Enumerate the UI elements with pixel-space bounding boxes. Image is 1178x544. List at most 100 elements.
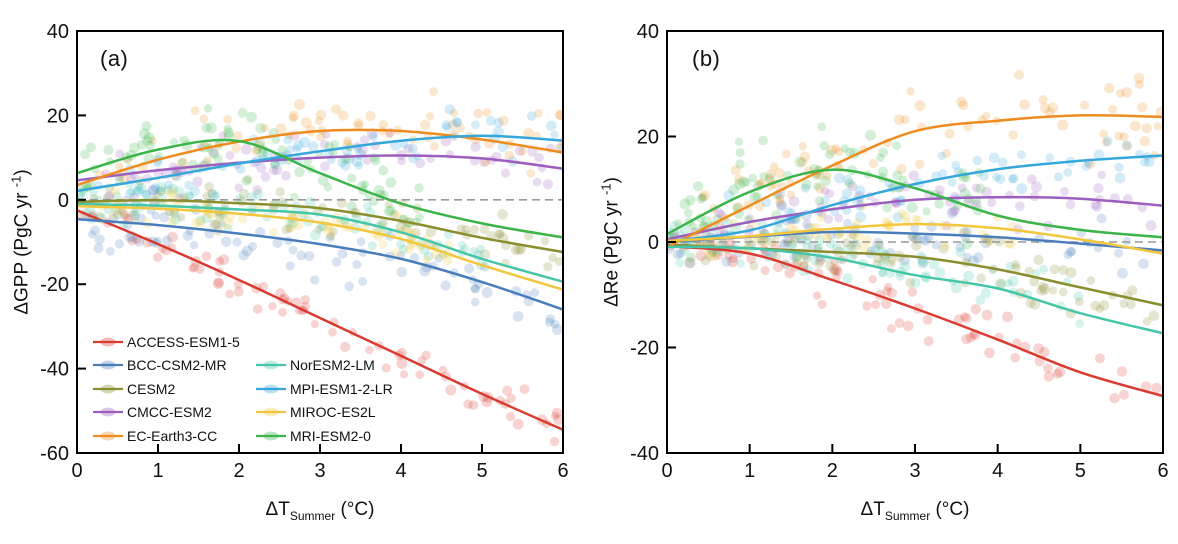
x-axis-title-a: ΔTSummer (°C) (266, 499, 375, 523)
scatter-EC-Earth3-CC (95, 87, 562, 184)
legend-item-MRI-ESM2-0: MRI-ESM2-0 (256, 424, 393, 448)
y-axis-title-a: ΔGPP (PgC yr -1) (9, 169, 34, 314)
legend-item-EC-Earth3-CC: EC-Earth3-CC (93, 424, 240, 448)
legend-label: MIROC-ES2L (290, 404, 376, 421)
curve-ACCESS-ESM1-5 (78, 209, 562, 431)
y-axis-title-a-text: ΔGPP (PgC yr (11, 187, 33, 315)
legend-marker-icon (93, 360, 123, 370)
panel-label-b: (b) (692, 46, 721, 71)
scatter-MIROC-ES2L (691, 201, 1017, 261)
x-tick-label: 1 (152, 460, 163, 482)
y-tick-label: 20 (637, 127, 659, 149)
legend-label: MRI-ESM2-0 (290, 427, 371, 444)
legend-label: CMCC-ESM2 (127, 404, 212, 421)
panel-label-a: (a) (100, 46, 129, 71)
x-tick-label: 1 (744, 460, 755, 482)
y-tick-label: 0 (648, 232, 659, 254)
legend-marker-icon (93, 431, 123, 441)
y-tick-label: 40 (47, 21, 69, 43)
x-tick-label: 5 (476, 460, 487, 482)
y-tick-label: -40 (40, 359, 69, 381)
x-tick-label: 4 (395, 460, 406, 482)
x-tick-label: 2 (233, 460, 244, 482)
legend-spacer (256, 330, 393, 354)
legend-label: CESM2 (127, 380, 176, 397)
legend-column-1: ACCESS-ESM1-5 BCC-CSM2-MR CESM2 CMCC-ESM2 EC… (93, 330, 240, 448)
x-axis-title-a-close: (°C) (335, 499, 375, 520)
legend-marker-icon (256, 407, 286, 417)
y-tick-label: -20 (630, 338, 659, 360)
scatter-CESM2 (697, 221, 1160, 326)
y-tick-label: -40 (630, 443, 659, 465)
curve-MRI-ESM2-0 (668, 168, 1162, 239)
scatter-EC-Earth3-CC (689, 69, 1162, 251)
x-axis-title-b-close: (°C) (930, 499, 970, 520)
y-axis-title-a-sup: -1 (8, 175, 24, 188)
curve-BCC-CSM2-MR (78, 218, 562, 311)
legend-label: BCC-CSM2-MR (127, 357, 227, 374)
legend-item-CESM2: CESM2 (93, 377, 240, 401)
x-axis-title-b-text: ΔT (860, 499, 885, 520)
ticks (76, 30, 564, 454)
y-axis-title-b-close: ) (601, 177, 623, 184)
x-axis-title-b-sub: Summer (884, 509, 931, 523)
curve-EC-Earth3-CC (78, 128, 562, 186)
legend-label: EC-Earth3-CC (127, 427, 218, 444)
y-axis-title-b-sup: -1 (598, 183, 614, 195)
curve-CMCC-ESM2 (78, 154, 562, 182)
y-tick-label: -60 (40, 443, 69, 465)
scatter-CMCC-ESM2 (713, 170, 1157, 250)
curve-MIROC-ES2L (668, 222, 1162, 255)
curve-layer (668, 114, 1162, 398)
legend-label: ACCESS-ESM1-5 (127, 333, 240, 350)
y-axis-title-b: ΔRe (PgC yr -1) (599, 177, 624, 307)
panel-(a): 0 1 2 3 4 5 6 40 20 0 -20 -40 -60 (40, 21, 568, 482)
legend-item-NorESM2-LM: NorESM2-LM (256, 354, 393, 378)
scatter-layer (668, 69, 1162, 404)
legend-marker-icon (93, 407, 123, 417)
curve-MPI-ESM1-2-LR (78, 134, 562, 193)
curve-EC-Earth3-CC (668, 114, 1162, 249)
x-tick-label: 0 (71, 460, 82, 482)
x-axis-title-a-sub: Summer (289, 509, 336, 523)
tick-labels: 0 1 2 3 4 5 6 40 20 0 -20 -40 -60 (40, 21, 568, 482)
x-tick-label: 6 (557, 460, 568, 482)
curve-CESM2 (78, 198, 562, 254)
curve-NorESM2-LM (668, 245, 1162, 335)
y-axis-title-a-close: ) (11, 169, 33, 176)
curve-ACCESS-ESM1-5 (668, 245, 1162, 398)
curve-MIROC-ES2L (78, 204, 562, 291)
x-tick-label: 3 (909, 460, 920, 482)
y-axis-title-b-text: ΔRe (PgC yr (601, 194, 623, 307)
legend-marker-icon (256, 360, 286, 370)
legend-item-MPI-ESM1-2-LR: MPI-ESM1-2-LR (256, 377, 393, 401)
y-tick-label: 20 (47, 105, 69, 127)
tick-labels: 0 1 2 3 4 5 6 40 20 0 -20 -40 (630, 21, 1168, 482)
legend-label: MPI-ESM1-2-LR (290, 380, 393, 397)
legend-label: NorESM2-LM (290, 357, 375, 374)
scatter-layer (78, 87, 562, 447)
curve-CMCC-ESM2 (668, 195, 1162, 241)
y-tick-label: 0 (58, 190, 69, 212)
x-tick-label: 3 (314, 460, 325, 482)
ticks (666, 30, 1164, 454)
scatter-ACCESS-ESM1-5 (668, 222, 1162, 404)
x-axis-title-a-text: ΔT (265, 499, 290, 520)
x-tick-label: 4 (992, 460, 1003, 482)
legend-marker-icon (256, 384, 286, 394)
curve-MRI-ESM2-0 (78, 138, 562, 239)
x-tick-label: 2 (827, 460, 838, 482)
x-axis-title-b: ΔTSummer (°C) (861, 499, 970, 523)
x-tick-label: 6 (1157, 460, 1168, 482)
x-tick-label: 0 (661, 460, 672, 482)
x-tick-label: 5 (1075, 460, 1086, 482)
curve-layer (78, 128, 562, 431)
legend-item-MIROC-ES2L: MIROC-ES2L (256, 401, 393, 425)
scatter-BCC-CSM2-MR (87, 196, 562, 335)
scatter-ACCESS-ESM1-5 (78, 207, 562, 447)
legend-item-BCC-CSM2-MR: BCC-CSM2-MR (93, 354, 240, 378)
legend-marker-icon (93, 384, 123, 394)
curve-NorESM2-LM (78, 202, 562, 283)
